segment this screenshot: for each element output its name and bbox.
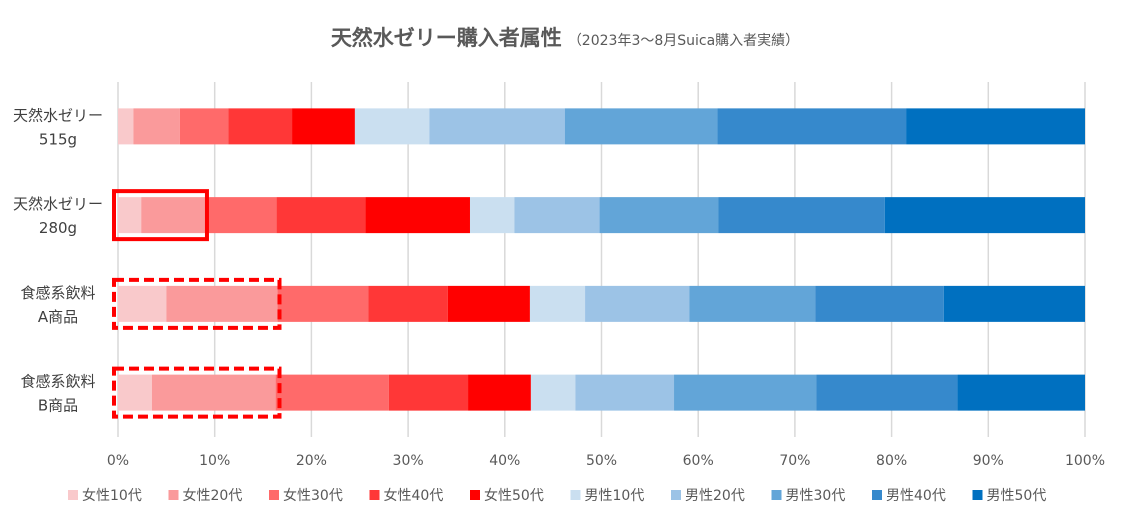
legend-label: 男性50代: [987, 488, 1047, 504]
legend-swatch: [771, 490, 782, 500]
category-label: 食感系飲料 A商品: [20, 284, 95, 326]
legend-swatch: [671, 490, 681, 500]
legend-swatch: [269, 490, 279, 500]
bar-segment: [957, 374, 1085, 411]
category-label-line: 515g: [39, 130, 77, 148]
bar-segment: [585, 285, 690, 322]
bar-segment: [118, 197, 142, 234]
x-tick-label: 0%: [107, 453, 129, 469]
highlight-box-dashed: [112, 277, 282, 330]
category-label-line: 280g: [39, 219, 77, 237]
bar-segment: [469, 197, 515, 234]
chart-title: 天然水ゼリー購入者属性 （2023年3～8月Suica購入者実績）: [0, 22, 1130, 52]
bar-segment: [447, 285, 530, 322]
bar-segment: [133, 108, 180, 145]
legend-swatch: [972, 490, 983, 500]
x-tick-label: 10%: [199, 453, 230, 469]
bar-segment: [118, 285, 167, 322]
bar-segment: [884, 197, 1085, 234]
legend-label: 女性50代: [484, 487, 544, 504]
bar-segment: [529, 285, 586, 322]
chart-subtitle: （2023年3～8月Suica購入者実績）: [567, 33, 800, 49]
bar-segment: [118, 108, 134, 145]
bar-segment: [718, 197, 885, 234]
x-tick-label: 100%: [1065, 453, 1105, 469]
category-label: 天然水ゼリー 515g: [13, 106, 103, 148]
legend-swatch: [168, 490, 179, 500]
legend-label: 女性40代: [384, 487, 444, 504]
category-label: 天然水ゼリー 280g: [13, 195, 103, 237]
legend-label: 女性20代: [183, 487, 243, 504]
bar-segment: [575, 374, 675, 411]
x-tick-label: 60%: [683, 453, 714, 469]
legend-label: 男性20代: [685, 488, 745, 504]
legend-swatch: [570, 490, 581, 500]
legend-label: 男性10代: [585, 488, 645, 504]
bar-segment: [689, 285, 816, 322]
bar-segment: [599, 197, 719, 234]
category-label-line: 天然水ゼリー: [13, 195, 103, 213]
bar-segment: [468, 374, 531, 411]
category-label-line: 食感系飲料: [20, 373, 95, 391]
highlight-box-dashed: [112, 366, 282, 419]
category-label-line: A商品: [38, 308, 78, 326]
highlight-box-solid: [112, 189, 209, 242]
bar-segment: [275, 374, 389, 411]
bar-segment: [815, 285, 944, 322]
legend-swatch: [369, 490, 380, 500]
category-label-line: 天然水ゼリー: [13, 106, 103, 124]
bar-segment: [388, 374, 469, 411]
bar-segment: [292, 108, 355, 145]
bar-segment: [276, 197, 366, 234]
bar-segment: [429, 108, 565, 145]
legend-swatch: [872, 490, 882, 500]
x-tick-label: 90%: [973, 453, 1004, 469]
bar-segment: [717, 108, 907, 145]
bar-segment: [277, 285, 369, 322]
x-tick-label: 40%: [489, 453, 520, 469]
legend-label: 男性30代: [786, 488, 846, 504]
chart-title-main: 天然水ゼリー購入者属性: [330, 26, 562, 50]
bar-segment: [368, 285, 448, 322]
bar-segment: [228, 108, 293, 145]
x-tick-label: 20%: [296, 453, 327, 469]
bar-segment: [179, 108, 229, 145]
legend-label: 女性10代: [82, 487, 142, 504]
x-tick-label: 30%: [393, 453, 424, 469]
bar-segment: [365, 197, 470, 234]
legend-swatch: [470, 490, 480, 500]
bar-segment: [151, 374, 276, 411]
bar-segment: [166, 285, 278, 322]
bar-segment: [816, 374, 958, 411]
category-label: 食感系飲料 B商品: [20, 373, 95, 415]
legend-swatch: [68, 490, 78, 500]
bar-segment: [906, 108, 1085, 145]
x-tick-label: 50%: [586, 453, 617, 469]
category-label-line: 食感系飲料: [20, 284, 95, 302]
x-tick-label: 80%: [876, 453, 907, 469]
bar-segment: [943, 285, 1085, 322]
bar-segment: [530, 374, 576, 411]
category-label-line: B商品: [38, 397, 78, 415]
bar-segment: [354, 108, 430, 145]
bar-segment: [564, 108, 718, 145]
bar-segment: [514, 197, 600, 234]
bar-segment: [206, 197, 277, 234]
legend-label: 女性30代: [283, 487, 343, 504]
x-tick-label: 70%: [779, 453, 810, 469]
bar-segment: [141, 197, 207, 234]
bar-segment: [118, 374, 152, 411]
bar-segment: [674, 374, 817, 411]
legend-label: 男性40代: [886, 488, 946, 504]
